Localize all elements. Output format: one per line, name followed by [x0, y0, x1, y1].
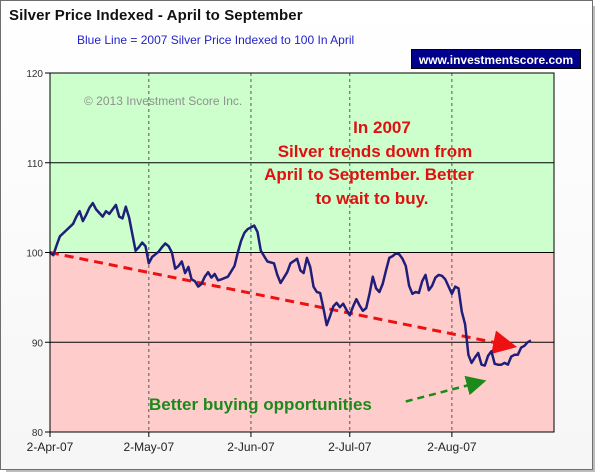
trend-line	[49, 251, 518, 355]
annotation-red-line-0: In 2007	[353, 118, 411, 137]
annotation-green: Better buying opportunities	[149, 395, 372, 414]
annotation-red-line-3: to wait to buy.	[315, 189, 428, 208]
x-tick-label: 2-Aug-07	[427, 440, 477, 454]
x-tick-label: 2-Jun-07	[227, 440, 275, 454]
annotation-red-line-2: April to September. Better	[264, 165, 474, 184]
y-tick-label: 90	[32, 338, 44, 349]
x-tick-label: 2-May-07	[123, 440, 174, 454]
website-badge[interactable]: www.investmentscore.com	[411, 49, 581, 69]
copyright-watermark: © 2013 Investment Score Inc.	[84, 94, 242, 108]
annotation-red-line-1: Silver trends down from	[278, 142, 473, 161]
chart-subtitle: Blue Line = 2007 Silver Price Indexed to…	[77, 33, 355, 47]
y-tick-label: 120	[26, 69, 43, 80]
green-arrow	[405, 375, 487, 403]
plot-border	[49, 72, 555, 433]
x-tick-label: 2-Jul-07	[328, 440, 372, 454]
y-tick-label: 80	[32, 428, 44, 439]
y-tick-label: 110	[27, 159, 43, 170]
chart-title: Silver Price Indexed - April to Septembe…	[9, 7, 303, 24]
x-tick-label: 2-Apr-07	[27, 440, 74, 454]
series-line-0	[49, 201, 532, 367]
y-tick-label: 100	[26, 249, 43, 260]
